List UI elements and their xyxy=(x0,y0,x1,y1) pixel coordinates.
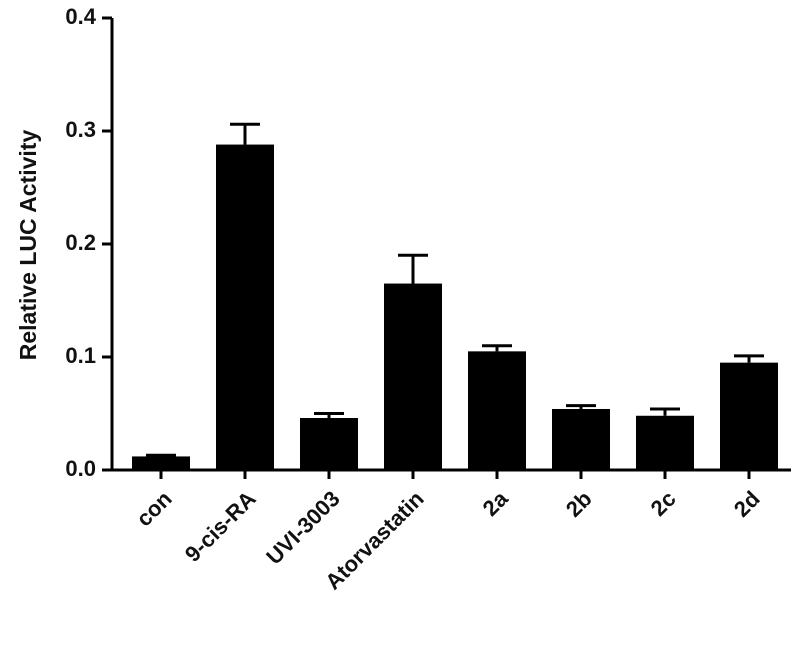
y-tick-label: 0.1 xyxy=(65,343,96,368)
bar xyxy=(384,283,442,470)
y-tick-label: 0.0 xyxy=(65,456,96,481)
y-tick-label: 0.2 xyxy=(65,230,96,255)
y-tick-label: 0.4 xyxy=(65,4,96,29)
x-tick-label: UVI-3003 xyxy=(261,486,344,569)
x-tick-label: 2a xyxy=(478,485,514,521)
bar xyxy=(132,456,190,470)
x-tick-label: con xyxy=(131,486,176,531)
x-tick-label: 9-cis-RA xyxy=(180,486,261,567)
bar xyxy=(720,362,778,470)
y-axis-title: Relative LUC Activity xyxy=(15,130,41,361)
bar xyxy=(300,418,358,470)
bar xyxy=(216,144,274,470)
x-tick-label: 2c xyxy=(646,486,681,521)
bar xyxy=(468,351,526,470)
bar xyxy=(552,408,610,470)
bar xyxy=(636,415,694,470)
y-tick-label: 0.3 xyxy=(65,117,96,142)
x-tick-label: 2d xyxy=(729,486,765,522)
x-tick-label: 2b xyxy=(561,486,597,522)
